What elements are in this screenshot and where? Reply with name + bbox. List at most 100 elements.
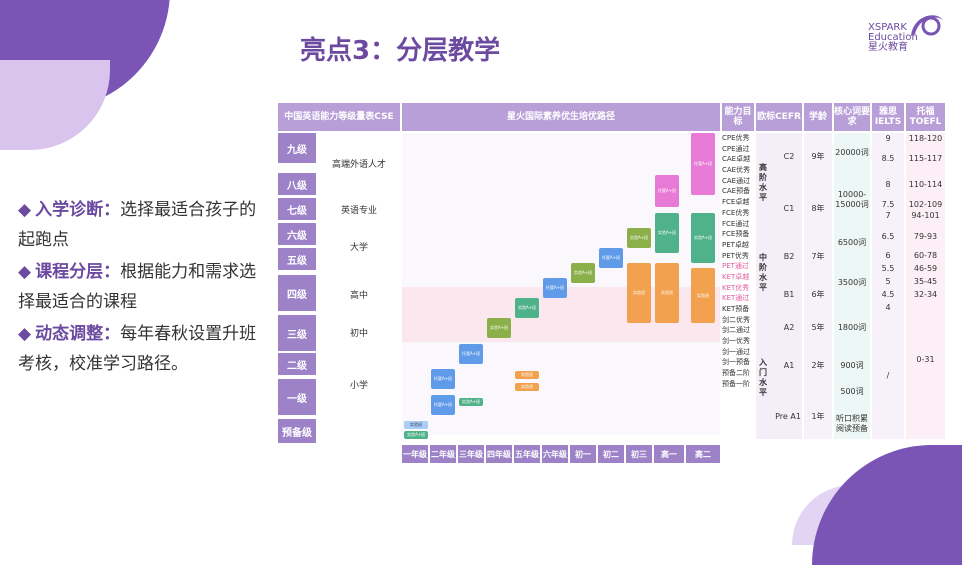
grade-label: 初二 — [598, 445, 624, 463]
toefl-value: 102-109 — [908, 200, 943, 209]
age-value: 7年 — [811, 252, 825, 261]
level-label: 七级 — [278, 198, 316, 220]
course-block: 托管A+班 — [655, 175, 679, 207]
vocab-value: 500词 — [840, 387, 864, 396]
level-label: 五级 — [278, 248, 316, 270]
course-block: 托管A+班 — [431, 395, 455, 415]
course-block: 实验A+班 — [691, 213, 715, 263]
age-column — [804, 133, 832, 439]
ielts-value: 4.5 — [881, 290, 895, 299]
ielts-value: 5 — [885, 277, 891, 286]
toefl-column — [906, 133, 945, 439]
course-block: 实验A+班 — [515, 298, 539, 318]
bullet-item: ◆ 动态调整：每年春秋设置升班考核，校准学习路径。 — [18, 324, 257, 374]
vocab-value: 10000-15000词 — [835, 190, 869, 209]
course-block: 实验班 — [627, 263, 651, 323]
toefl-value: 60-78 — [913, 251, 938, 260]
ielts-value: 5.5 — [881, 264, 895, 273]
toefl-value: 32-34 — [913, 290, 938, 299]
header-ielts: 雅思IELTS — [872, 103, 904, 131]
level-label: 九级 — [278, 133, 316, 163]
ielts-value: 8 — [885, 180, 891, 189]
level-label: 二级 — [278, 353, 316, 375]
age-value: 9年 — [811, 152, 825, 161]
header-cse: 中国英语能力等级量表CSE — [278, 103, 400, 131]
course-block: 实验A+班 — [655, 213, 679, 253]
learning-path-table: 中国英语能力等级量表CSE 星火国际素养优生培优路径 能力目标 欧标CEFR 学… — [278, 103, 945, 465]
cefr-value: A2 — [783, 323, 795, 332]
page-title: 亮点3：分层教学 — [300, 36, 501, 66]
ielts-column — [872, 133, 904, 439]
level-label: 一级 — [278, 379, 316, 415]
level-description: 高中 — [349, 290, 368, 301]
xspark-logo-icon — [905, 6, 947, 48]
course-block: 实验A+班 — [459, 398, 483, 406]
course-block: 实验A+班 — [571, 263, 595, 283]
cefr-value: Pre A1 — [775, 412, 801, 421]
level-label: 预备级 — [278, 419, 316, 443]
cefr-value: B2 — [783, 252, 795, 261]
ielts-value: 7 — [885, 211, 891, 220]
age-value: 5年 — [811, 323, 825, 332]
stage-label: 入门水平 — [759, 358, 767, 397]
toefl-value: 110-114 — [908, 180, 943, 189]
course-block: 托管A+班 — [431, 369, 455, 389]
grade-label: 高二 — [686, 445, 720, 463]
level-label: 三级 — [278, 315, 316, 351]
level-description: 大学 — [349, 242, 368, 253]
age-value: 1年 — [811, 412, 825, 421]
vocab-value: 3500词 — [837, 278, 867, 287]
cefr-column — [756, 133, 802, 439]
age-value: 8年 — [811, 204, 825, 213]
toefl-value: 115-117 — [908, 154, 943, 163]
ielts-value: 6 — [885, 251, 891, 260]
ielts-value: 4 — [885, 303, 891, 312]
level-description: 英语专业 — [340, 205, 377, 216]
header-age: 学龄 — [804, 103, 832, 131]
grade-label: 高一 — [654, 445, 684, 463]
vocab-value: 6500词 — [837, 238, 867, 247]
bullet-item: ◆ 课程分层：根据能力和需求选择最适合的课程 — [18, 262, 257, 312]
course-block: 实验A+班 — [487, 318, 511, 338]
level-description: 小学 — [349, 380, 368, 391]
course-block: 托管A+班 — [543, 278, 567, 298]
course-block: 实验班 — [655, 263, 679, 323]
bullet-item: ◆ 入学诊断：选择最适合孩子的起跑点 — [18, 200, 257, 250]
course-block: 实验A+班 — [404, 431, 428, 439]
age-value: 2年 — [811, 361, 825, 370]
grade-label: 三年级 — [458, 445, 484, 463]
course-block: 实验班 — [515, 383, 539, 391]
ability-target-list: CPE优秀 CPE通过 CAE卓越 CAE优秀 CAE通过 CAE预备 FCE卓越 FCE… — [722, 134, 751, 388]
toefl-value: 94-101 — [911, 211, 940, 220]
cefr-value: A1 — [783, 361, 795, 370]
toefl-value: 35-45 — [913, 277, 938, 286]
course-block: 实验班 — [691, 268, 715, 323]
bullet-list: ◆ 入学诊断：选择最适合孩子的起跑点 ◆ 课程分层：根据能力和需求选择最适合的课程 … — [18, 195, 268, 381]
level-label: 六级 — [278, 223, 316, 245]
toefl-value: 0-31 — [916, 355, 935, 364]
level-description: 高端外语人才 — [331, 159, 386, 170]
toefl-value: 46-59 — [913, 264, 938, 273]
level-description: 初中 — [349, 328, 368, 339]
level-label: 八级 — [278, 173, 316, 195]
grade-label: 初三 — [626, 445, 652, 463]
toefl-value: 79-93 — [913, 232, 938, 241]
header-vocab: 核心词要求 — [834, 103, 870, 131]
toefl-value: 118-120 — [908, 134, 943, 143]
grade-label: 四年级 — [486, 445, 512, 463]
decor-shape-top-left-light — [0, 60, 110, 150]
age-value: 6年 — [811, 290, 825, 299]
course-block: 托管A+班 — [691, 133, 715, 195]
cefr-value: C2 — [783, 152, 795, 161]
vocab-value: 20000词 — [835, 148, 869, 157]
ielts-value: 9 — [885, 134, 891, 143]
ielts-value: / — [886, 371, 890, 380]
header-ability: 能力目标 — [722, 103, 754, 131]
vocab-value: 1800词 — [837, 323, 867, 332]
course-block: 托管A+班 — [459, 344, 483, 364]
vocab-value: 900词 — [840, 361, 864, 370]
course-block: 实验班 — [515, 371, 539, 379]
logo-text: XSPARK Education 星火教育 — [868, 22, 918, 53]
course-block: 实验班 — [404, 421, 428, 429]
ielts-value: 6.5 — [881, 232, 895, 241]
